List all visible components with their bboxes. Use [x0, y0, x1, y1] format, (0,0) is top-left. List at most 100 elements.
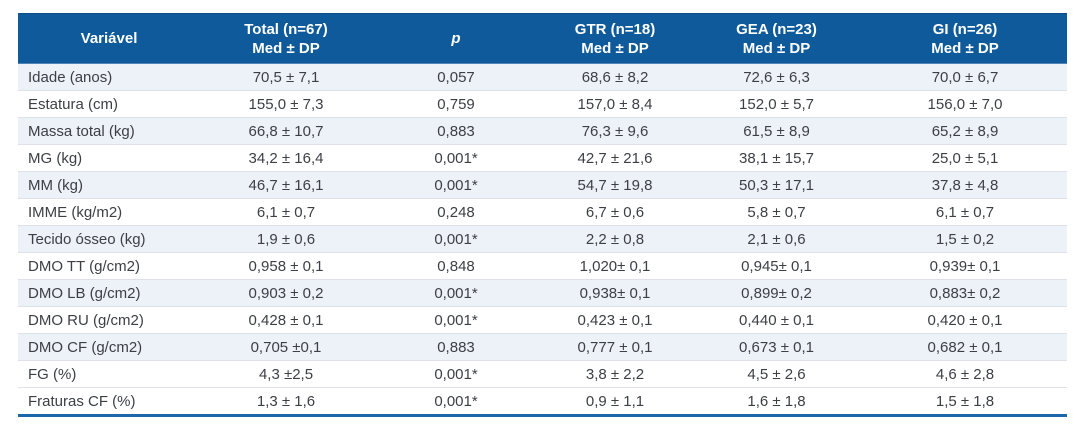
col-header-variavel: Variável: [18, 13, 200, 64]
cell-gea: 0,440 ± 0,1: [690, 306, 863, 334]
col-header-label: Total (n=67): [244, 20, 328, 38]
table-row: IMME (kg/m2) 6,1 ± 0,7 0,248 6,7 ± 0,6 5,8 ±…: [18, 198, 1067, 226]
col-header-label: p: [451, 30, 461, 47]
table-row: FG (%) 4,3 ±2,5 0,001* 3,8 ± 2,2 4,5 ± 2,6 4,…: [18, 360, 1067, 388]
cell-variavel: MM (kg): [18, 171, 200, 199]
cell-gi: 1,5 ± 0,2: [863, 225, 1067, 253]
table-row: DMO CF (g/cm2) 0,705 ±0,1 0,883 0,777 ± 0,1…: [18, 333, 1067, 361]
col-header-sublabel: Med ± DP: [252, 39, 320, 57]
cell-gi: 25,0 ± 5,1: [863, 144, 1067, 172]
cell-p: 0,001*: [372, 387, 540, 416]
cell-gi: 6,1 ± 0,7: [863, 198, 1067, 226]
table-row: Fraturas CF (%) 1,3 ± 1,6 0,001* 0,9 ± 1,1 1…: [18, 387, 1067, 416]
cell-gea: 152,0 ± 5,7: [690, 90, 863, 118]
cell-gtr: 54,7 ± 19,8: [540, 171, 690, 199]
cell-gi: 0,939± 0,1: [863, 252, 1067, 280]
cell-variavel: Massa total (kg): [18, 117, 200, 145]
table-row: MG (kg) 34,2 ± 16,4 0,001* 42,7 ± 21,6 38,1 …: [18, 144, 1067, 172]
cell-gi: 70,0 ± 6,7: [863, 63, 1067, 91]
cell-gea: 5,8 ± 0,7: [690, 198, 863, 226]
cell-p: 0,001*: [372, 144, 540, 172]
col-header-p: p: [372, 13, 540, 64]
header-row: Variável Total (n=67) Med ± DP p GTR (n=18) M…: [18, 13, 1067, 64]
cell-p: 0,001*: [372, 225, 540, 253]
col-header-gi: GI (n=26) Med ± DP: [863, 13, 1067, 64]
cell-gi: 0,883± 0,2: [863, 279, 1067, 307]
cell-total: 155,0 ± 7,3: [200, 90, 372, 118]
cell-gea: 2,1 ± 0,6: [690, 225, 863, 253]
cell-gtr: 3,8 ± 2,2: [540, 360, 690, 388]
cell-total: 66,8 ± 10,7: [200, 117, 372, 145]
cell-gtr: 0,938± 0,1: [540, 279, 690, 307]
cell-gea: 61,5 ± 8,9: [690, 117, 863, 145]
cell-total: 0,903 ± 0,2: [200, 279, 372, 307]
cell-variavel: DMO LB (g/cm2): [18, 279, 200, 307]
cell-variavel: Fraturas CF (%): [18, 387, 200, 416]
col-header-gea: GEA (n=23) Med ± DP: [690, 13, 863, 64]
cell-total: 34,2 ± 16,4: [200, 144, 372, 172]
cell-gi: 0,420 ± 0,1: [863, 306, 1067, 334]
cell-gtr: 2,2 ± 0,8: [540, 225, 690, 253]
cell-gtr: 68,6 ± 8,2: [540, 63, 690, 91]
cell-total: 46,7 ± 16,1: [200, 171, 372, 199]
cell-variavel: IMME (kg/m2): [18, 198, 200, 226]
cell-p: 0,001*: [372, 360, 540, 388]
cell-p: 0,248: [372, 198, 540, 226]
variables-table: Variável Total (n=67) Med ± DP p GTR (n=18) M…: [18, 13, 1067, 417]
cell-gea: 50,3 ± 17,1: [690, 171, 863, 199]
table-row: DMO LB (g/cm2) 0,903 ± 0,2 0,001* 0,938± 0,…: [18, 279, 1067, 307]
cell-variavel: Estatura (cm): [18, 90, 200, 118]
cell-p: 0,057: [372, 63, 540, 91]
cell-p: 0,001*: [372, 171, 540, 199]
table-row: Tecido ósseo (kg) 1,9 ± 0,6 0,001* 2,2 ± 0,…: [18, 225, 1067, 253]
cell-total: 0,958 ± 0,1: [200, 252, 372, 280]
cell-gi: 4,6 ± 2,8: [863, 360, 1067, 388]
col-header-label: GTR (n=18): [574, 20, 656, 38]
cell-variavel: Tecido ósseo (kg): [18, 225, 200, 253]
cell-total: 70,5 ± 7,1: [200, 63, 372, 91]
table-row: DMO RU (g/cm2) 0,428 ± 0,1 0,001* 0,423 ± 0…: [18, 306, 1067, 334]
col-header-sublabel: Med ± DP: [581, 39, 649, 57]
table-row: Idade (anos) 70,5 ± 7,1 0,057 68,6 ± 8,2 72,…: [18, 63, 1067, 91]
cell-variavel: MG (kg): [18, 144, 200, 172]
cell-gi: 65,2 ± 8,9: [863, 117, 1067, 145]
table-row: Estatura (cm) 155,0 ± 7,3 0,759 157,0 ± 8,4…: [18, 90, 1067, 118]
cell-gi: 1,5 ± 1,8: [863, 387, 1067, 416]
cell-gtr: 6,7 ± 0,6: [540, 198, 690, 226]
cell-variavel: FG (%): [18, 360, 200, 388]
cell-gtr: 0,423 ± 0,1: [540, 306, 690, 334]
cell-variavel: DMO RU (g/cm2): [18, 306, 200, 334]
cell-variavel: Idade (anos): [18, 63, 200, 91]
cell-p: 0,759: [372, 90, 540, 118]
col-header-sublabel: Med ± DP: [931, 39, 999, 57]
col-header-gtr: GTR (n=18) Med ± DP: [540, 13, 690, 64]
cell-gi: 0,682 ± 0,1: [863, 333, 1067, 361]
cell-total: 0,705 ±0,1: [200, 333, 372, 361]
cell-total: 1,3 ± 1,6: [200, 387, 372, 416]
table-body: Idade (anos) 70,5 ± 7,1 0,057 68,6 ± 8,2 72,…: [18, 63, 1067, 416]
cell-gi: 156,0 ± 7,0: [863, 90, 1067, 118]
cell-gea: 0,899± 0,2: [690, 279, 863, 307]
cell-p: 0,848: [372, 252, 540, 280]
cell-total: 4,3 ±2,5: [200, 360, 372, 388]
cell-p: 0,883: [372, 117, 540, 145]
cell-gea: 38,1 ± 15,7: [690, 144, 863, 172]
cell-gi: 37,8 ± 4,8: [863, 171, 1067, 199]
col-header-label: Variável: [80, 30, 138, 47]
cell-gtr: 157,0 ± 8,4: [540, 90, 690, 118]
col-header-sublabel: Med ± DP: [742, 39, 811, 57]
cell-gtr: 0,777 ± 0,1: [540, 333, 690, 361]
cell-total: 1,9 ± 0,6: [200, 225, 372, 253]
cell-gtr: 42,7 ± 21,6: [540, 144, 690, 172]
table-row: DMO TT (g/cm2) 0,958 ± 0,1 0,848 1,020± 0,1…: [18, 252, 1067, 280]
cell-total: 6,1 ± 0,7: [200, 198, 372, 226]
cell-p: 0,883: [372, 333, 540, 361]
cell-variavel: DMO TT (g/cm2): [18, 252, 200, 280]
table-header: Variável Total (n=67) Med ± DP p GTR (n=18) M…: [18, 13, 1067, 64]
variables-table-container: Variável Total (n=67) Med ± DP p GTR (n=18) M…: [18, 13, 1067, 417]
cell-gtr: 0,9 ± 1,1: [540, 387, 690, 416]
table-row: MM (kg) 46,7 ± 16,1 0,001* 54,7 ± 19,8 50,3 …: [18, 171, 1067, 199]
col-header-label: GI (n=26): [932, 20, 998, 38]
cell-gtr: 1,020± 0,1: [540, 252, 690, 280]
cell-p: 0,001*: [372, 306, 540, 334]
